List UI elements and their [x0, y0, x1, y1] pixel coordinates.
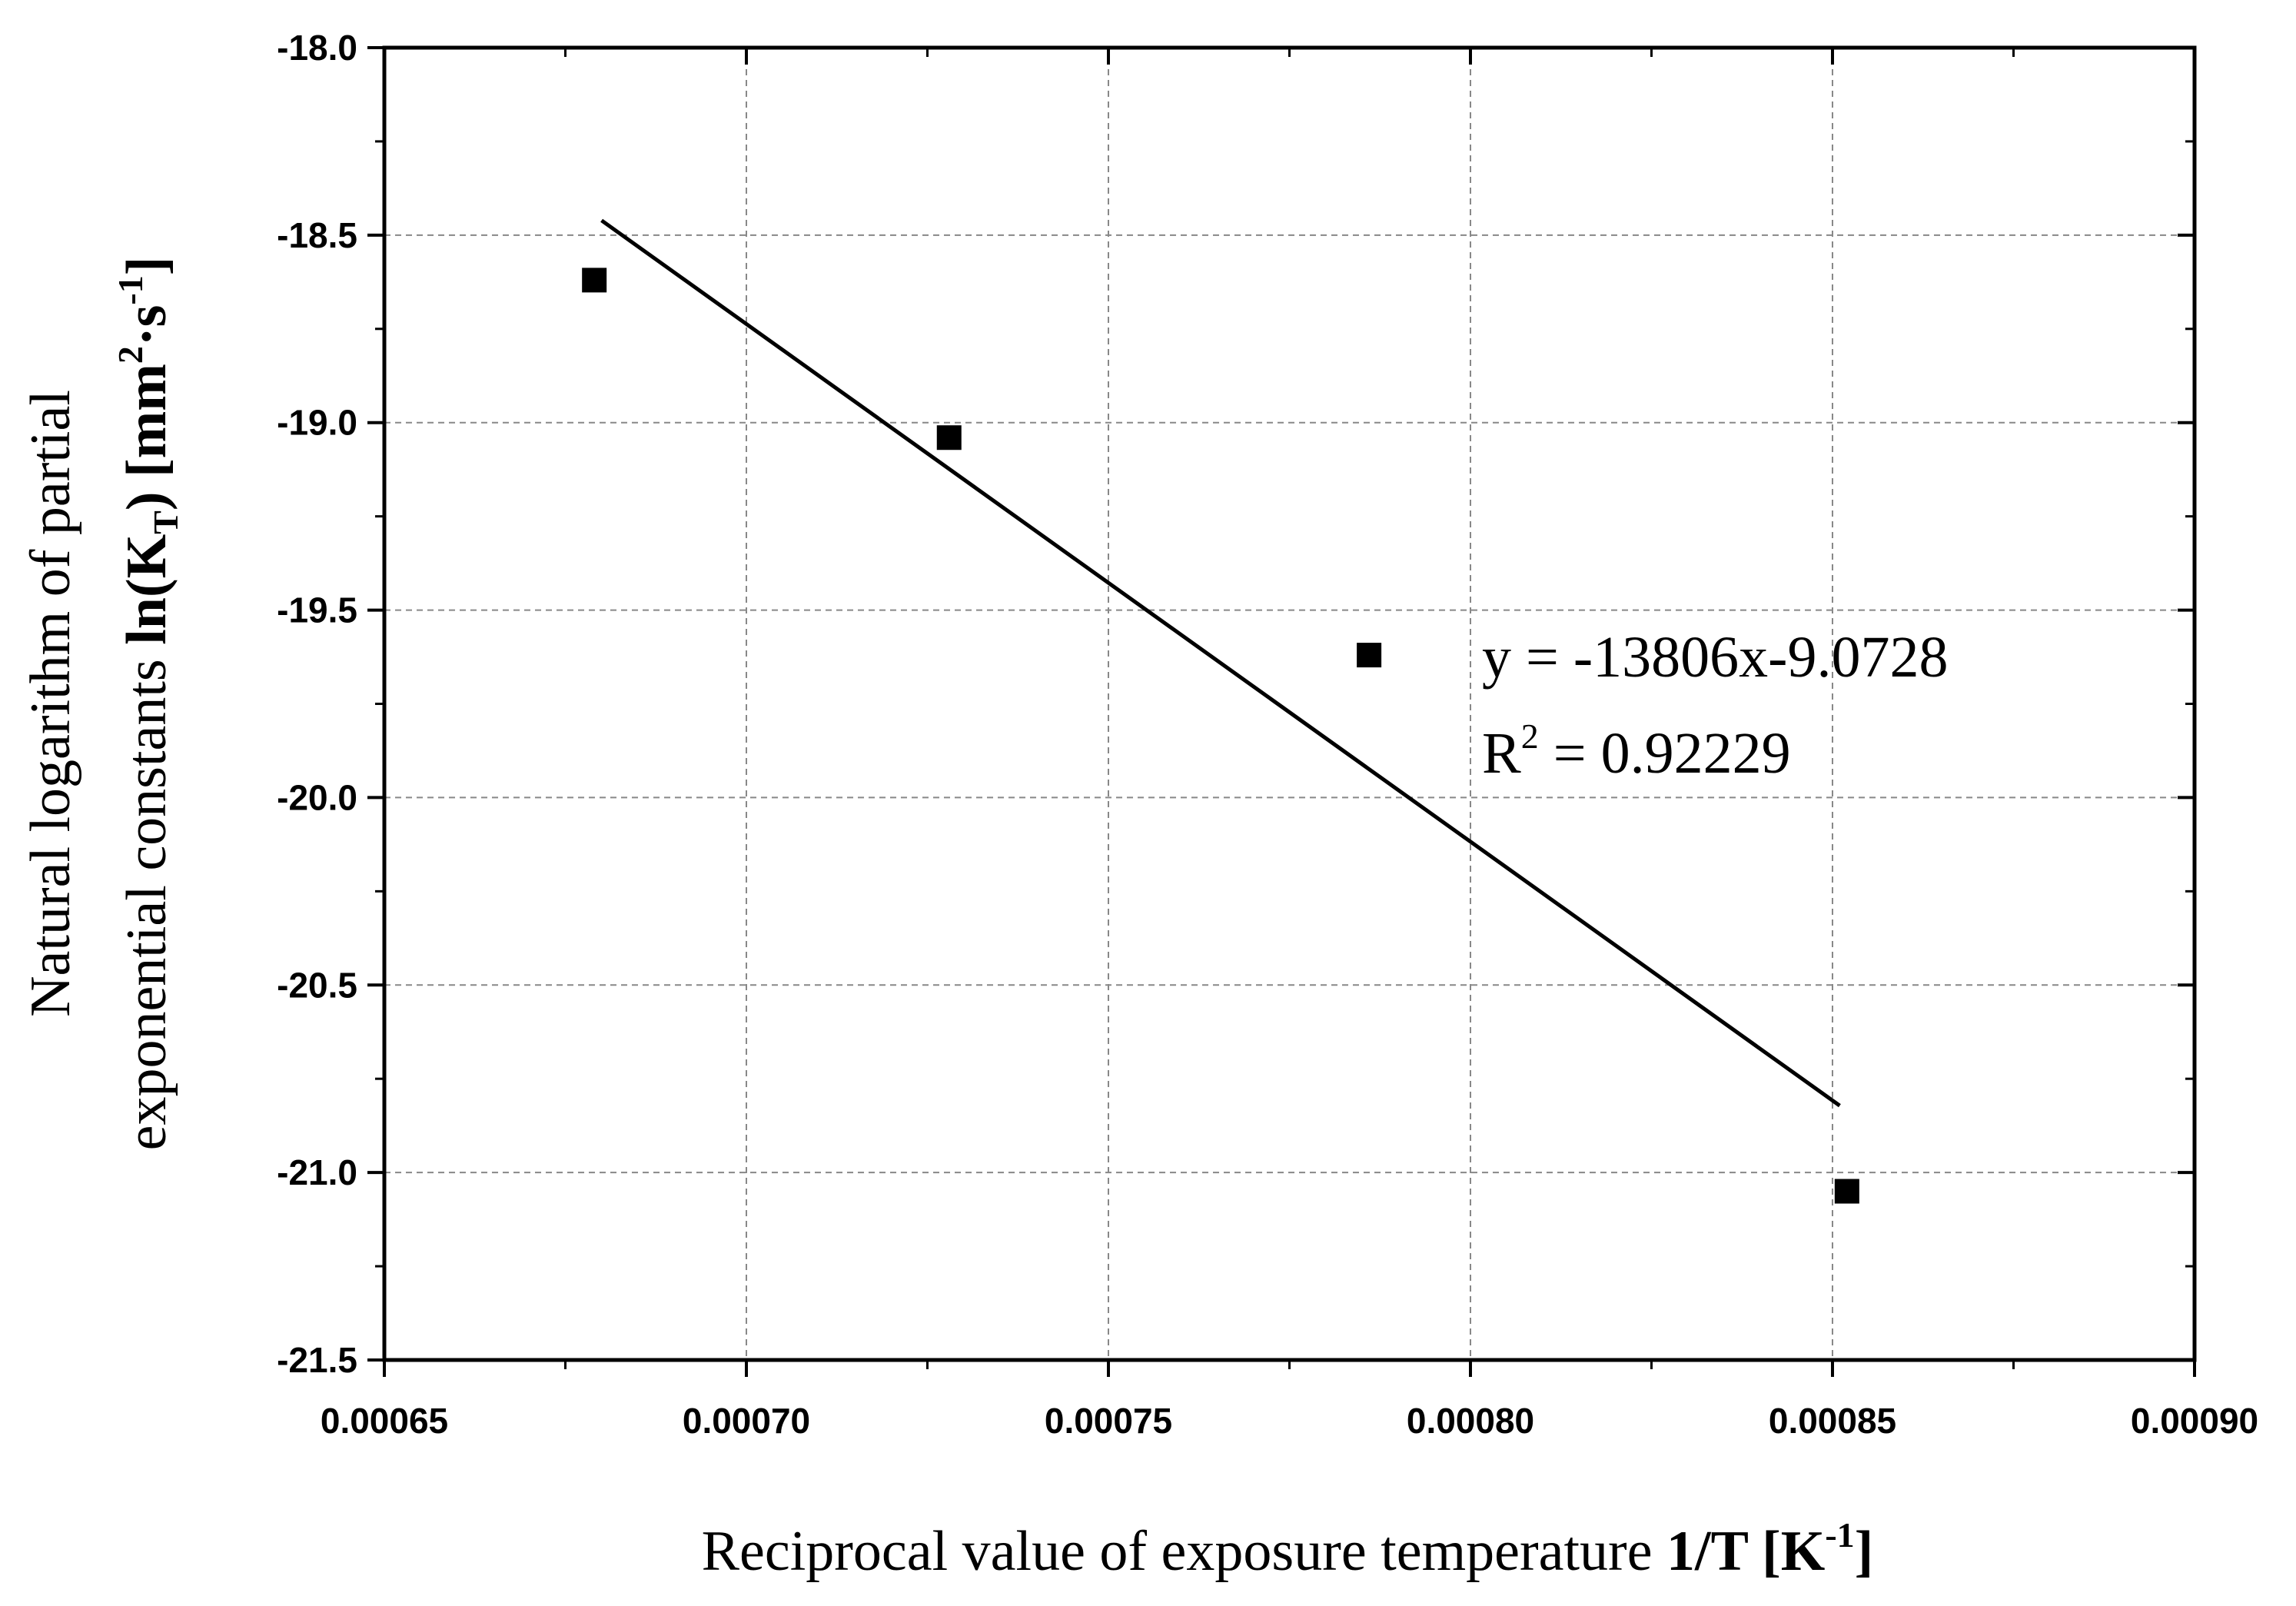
y-axis-ticks: -18.0 -18.5 -19.0 -19.5 -20.0 -20.5 -21.0 -21.5 — [277, 28, 2195, 1380]
y-axis-label-line1-group: Natural logarithm of partial — [19, 390, 82, 1017]
x-tick-label: 0.00070 — [683, 1401, 810, 1441]
data-point — [1357, 643, 1382, 668]
y-tick-label: -19.0 — [277, 403, 357, 443]
y-tick-label: -20.5 — [277, 965, 357, 1005]
x-tick-label: 0.00080 — [1407, 1401, 1534, 1441]
data-point — [582, 268, 607, 293]
y-tick-label: -18.0 — [277, 28, 357, 68]
x-tick-label: 0.00065 — [321, 1401, 448, 1441]
fit-line — [600, 218, 1841, 1108]
data-points — [582, 268, 1859, 1204]
y-tick-label: -18.5 — [277, 215, 357, 255]
data-point — [936, 425, 962, 451]
x-tick-label: 0.00090 — [2131, 1401, 2258, 1441]
x-axis-ticks: 0.00065 0.00070 0.00075 0.00080 0.00085 0.000… — [321, 48, 2258, 1441]
x-tick-label: 0.00075 — [1045, 1401, 1172, 1441]
r-squared-annotation: R2 = 0.92229 — [1482, 717, 1791, 786]
y-axis-label-line2-group: exponential constants ln(KT) [mm2·s-1] — [111, 257, 185, 1151]
y-tick-label: -21.0 — [277, 1152, 357, 1192]
equation-annotation: y = -13806x-9.0728 — [1482, 625, 1948, 690]
y-tick-label: -21.5 — [277, 1340, 357, 1380]
y-axis-label-line2: exponential constants ln(KT) [mm2·s-1] — [111, 257, 185, 1151]
x-axis-label: Reciprocal value of exposure temperature… — [702, 1515, 1874, 1583]
grid-lines — [384, 48, 2195, 1360]
plot-frame — [382, 45, 2197, 1362]
data-point — [1834, 1179, 1859, 1204]
x-tick-label: 0.00085 — [1769, 1401, 1896, 1441]
y-axis-label-line1: Natural logarithm of partial — [19, 390, 82, 1017]
y-tick-label: -20.0 — [277, 777, 357, 817]
y-tick-label: -19.5 — [277, 590, 357, 630]
